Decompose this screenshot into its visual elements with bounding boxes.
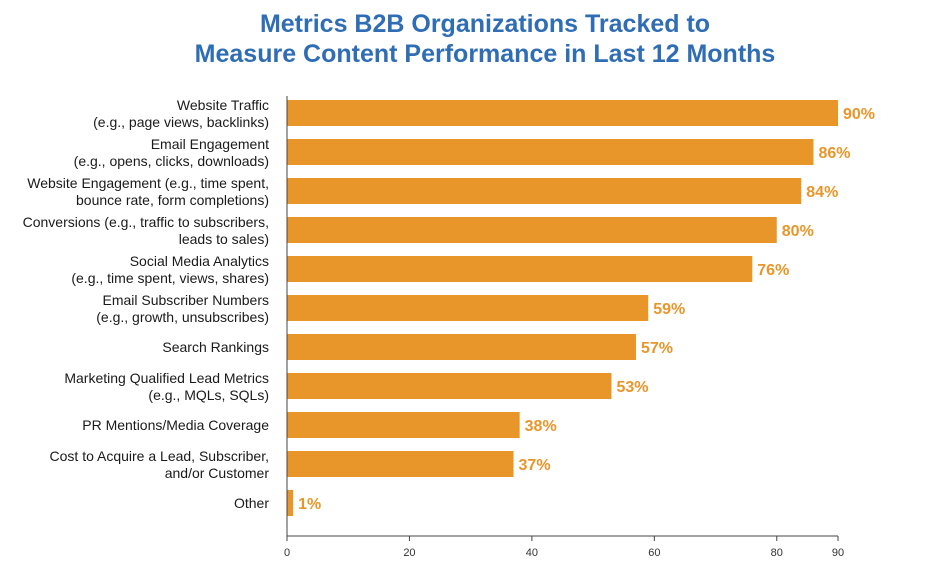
category-label-3-line-1: Website Engagement (e.g., time spent, [27,175,269,191]
category-label-1-line-1: Website Traffic [177,97,269,113]
x-tick-label-0: 0 [284,547,290,559]
bar-5 [287,256,753,282]
value-label-8: 53% [616,379,648,396]
category-label-1-line-2: (e.g., page views, backlinks) [93,114,269,130]
category-label-2-line-1: Email Engagement [151,136,269,152]
category-label-4-line-1: Conversions (e.g., traffic to subscriber… [23,214,269,230]
value-label-11: 1% [298,496,321,513]
value-label-10: 37% [519,457,551,474]
x-tick-label-20: 20 [403,547,415,559]
value-label-5: 76% [757,262,789,279]
bar-8 [287,373,612,399]
x-tick-label-40: 40 [526,547,538,559]
bar-3 [287,178,802,204]
category-label-3-line-2: bounce rate, form completions) [76,192,269,208]
value-label-6: 59% [653,301,685,318]
category-label-6-line-2: (e.g., growth, unsubscribes) [96,309,269,325]
category-label-10-line-1: Cost to Acquire a Lead, Subscriber, [50,448,269,464]
value-label-2: 86% [819,145,851,162]
x-tick-label-90: 90 [832,547,844,559]
value-label-7: 57% [641,340,673,357]
bar-10 [287,451,514,477]
bar-1 [287,100,838,126]
chart-title-line-1: Metrics B2B Organizations Tracked to [260,10,710,38]
category-label-8-line-2: (e.g., MQLs, SQLs) [148,387,269,403]
bar-4 [287,217,777,243]
bar-7 [287,334,636,360]
value-label-9: 38% [525,418,557,435]
bar-2 [287,139,814,165]
category-label-5-line-2: (e.g., time spent, views, shares) [71,270,269,286]
value-label-4: 80% [782,223,814,240]
bar-11 [287,490,294,516]
category-label-4-line-2: leads to sales) [179,231,269,247]
category-label-9-line-1: PR Mentions/Media Coverage [82,417,269,433]
category-label-8-line-1: Marketing Qualified Lead Metrics [64,370,269,386]
category-label-10-line-2: and/or Customer [165,465,270,481]
category-label-6-line-1: Email Subscriber Numbers [103,292,270,308]
category-label-11-line-1: Other [234,495,269,511]
chart-title-line-2: Measure Content Performance in Last 12 M… [195,40,776,68]
category-label-2-line-2: (e.g., opens, clicks, downloads) [74,153,269,169]
bar-9 [287,412,520,438]
value-label-1: 90% [843,106,875,123]
category-label-7-line-1: Search Rankings [162,339,269,355]
x-tick-label-60: 60 [648,547,660,559]
x-tick-label-80: 80 [771,547,783,559]
value-label-3: 84% [806,184,838,201]
bar-6 [287,295,649,321]
x-axis: 0 20 40 60 80 90 [284,96,844,559]
category-label-5-line-1: Social Media Analytics [130,253,269,269]
bars-group: 90% Website Traffic(e.g., page views, bac… [23,97,875,516]
